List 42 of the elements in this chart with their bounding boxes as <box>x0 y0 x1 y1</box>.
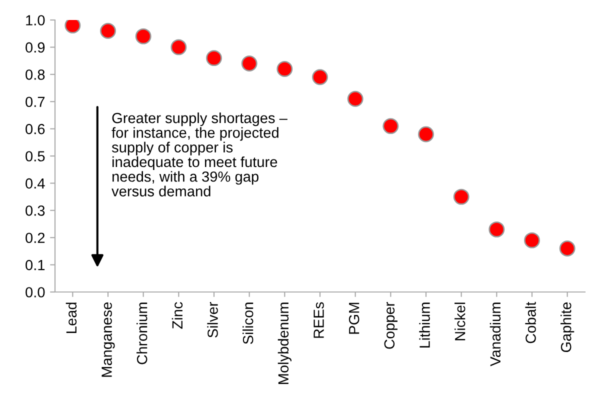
x-tick-label: Silver <box>207 302 218 338</box>
point <box>382 118 399 134</box>
x-tick-label: PGM <box>348 302 360 334</box>
point <box>453 188 470 205</box>
x-tick-label: Lead <box>66 302 77 333</box>
x-tick-label: Vanadium <box>490 302 501 366</box>
point <box>276 60 293 77</box>
x-tick-label: Lithium <box>419 302 430 348</box>
x-tick-label: Chronium <box>136 302 148 364</box>
x-tick-label: Manganese <box>102 302 115 377</box>
x-tick-label: Silicon <box>242 302 254 344</box>
point <box>170 39 187 56</box>
point <box>524 232 540 248</box>
point <box>100 22 116 39</box>
point <box>241 56 258 72</box>
y-tick-label: 0.6 <box>26 124 45 134</box>
y-tick-label: 0.3 <box>26 206 45 216</box>
y-tick-label: 0.0 <box>26 287 45 298</box>
point <box>347 90 364 107</box>
y-tick-label: 0.5 <box>26 151 45 162</box>
y-tick-label: 0.4 <box>26 178 45 189</box>
point <box>206 50 222 66</box>
x-tick-label: REEs <box>314 302 324 338</box>
y-tick-label: 0.9 <box>26 42 45 53</box>
x-tick-label: Nickel <box>454 302 466 340</box>
x-tick-label: Gaphite <box>560 302 574 352</box>
y-tick-label: 1.0 <box>26 15 45 26</box>
y-tick-label: 0.1 <box>26 260 45 270</box>
annotation: Greater supply shortages – for instance, the projected supply of copper is inadequate to meet future needs, with a 39% gap versus demand <box>112 112 288 196</box>
y-tick-label: 0.2 <box>26 232 45 244</box>
x-tick-label: Zinc <box>172 302 183 329</box>
point <box>488 221 505 238</box>
point <box>135 28 152 44</box>
point <box>64 20 81 34</box>
point <box>312 69 328 86</box>
x-tick-label: Cobalt <box>525 302 536 344</box>
y-tick-label: 0.7 <box>26 96 45 108</box>
y-tick-label: 0.8 <box>26 70 45 80</box>
point <box>559 240 576 256</box>
x-tick-label: Copper <box>384 302 398 349</box>
x-tick-label: Molybdenum <box>278 302 292 384</box>
point <box>418 126 434 142</box>
